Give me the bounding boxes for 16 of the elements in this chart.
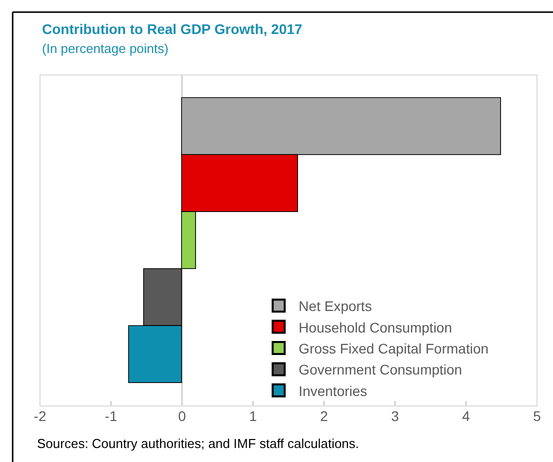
chart-subtitle: (In percentage points)	[42, 41, 168, 56]
source-note: Sources: Country authorities; and IMF staff calculations.	[37, 436, 360, 451]
x-tick-label: -2	[34, 408, 46, 424]
chart-title: Contribution to Real GDP Growth, 2017	[42, 21, 303, 37]
legend-label: Inventories	[298, 382, 368, 399]
x-tick-label: -1	[104, 408, 118, 424]
x-tick-label: 3	[391, 408, 400, 424]
x-tick-label: 2	[320, 408, 328, 424]
x-tick-label: 0	[178, 408, 186, 424]
legend-label: Household Consumption	[298, 319, 452, 336]
x-tick-label: 1	[249, 408, 258, 424]
x-tick-label: 4	[462, 408, 470, 424]
legend-label: Government Consumption	[298, 362, 462, 378]
legend-label: Gross Fixed Capital Formation	[298, 340, 489, 356]
x-tick-label: 5	[533, 408, 542, 424]
legend-label: Net Exports	[298, 298, 372, 314]
